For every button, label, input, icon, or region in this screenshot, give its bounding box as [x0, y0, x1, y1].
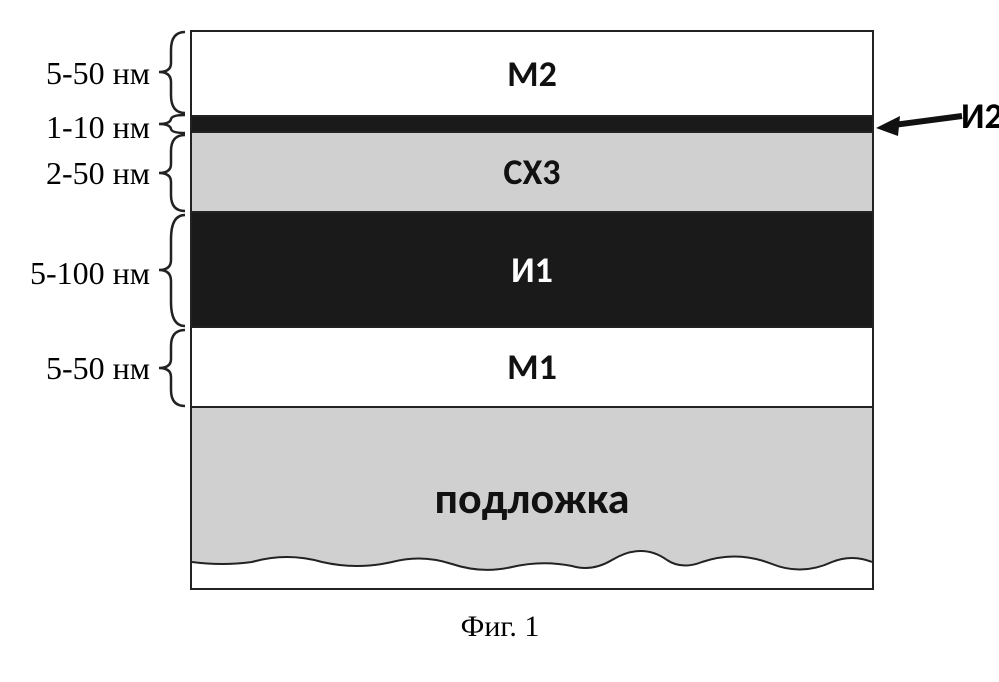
figure-caption: Фиг. 1 — [100, 610, 900, 644]
substrate-rough-edge — [192, 532, 872, 588]
layer-stack: М2 CX3 И1 М1 подложка — [190, 30, 874, 590]
layer-substrate: подложка — [192, 408, 872, 588]
layer-substrate-label: подложка — [435, 471, 630, 525]
brace-cx3 — [157, 133, 187, 213]
brace-m1 — [157, 328, 187, 408]
brace-m2 — [157, 30, 187, 115]
figure-area: М2 CX3 И1 М1 подложка — [100, 30, 900, 640]
dim-i2: 1-10 нм — [10, 109, 150, 146]
layer-cx3: CX3 — [192, 133, 872, 213]
layer-i1-label: И1 — [511, 248, 553, 292]
layer-cx3-label: CX3 — [503, 150, 560, 194]
side-label-i2: И2 — [961, 94, 999, 138]
layer-m1-label: М1 — [507, 345, 557, 389]
brace-i1 — [157, 213, 187, 328]
dim-m1: 5-50 нм — [10, 350, 150, 387]
dim-cx3: 2-50 нм — [10, 155, 150, 192]
layer-m1: М1 — [192, 328, 872, 408]
layer-i1: И1 — [192, 213, 872, 328]
figure-wrapper: М2 CX3 И1 М1 подложка — [0, 0, 999, 682]
dim-i1: 5-100 нм — [0, 255, 150, 292]
dim-m2: 5-50 нм — [10, 55, 150, 92]
layer-m2: М2 — [192, 32, 872, 117]
brace-i2 — [157, 114, 187, 134]
layer-m2-label: М2 — [507, 52, 557, 96]
layer-i2 — [192, 117, 872, 133]
arrow-i2 — [874, 104, 964, 144]
